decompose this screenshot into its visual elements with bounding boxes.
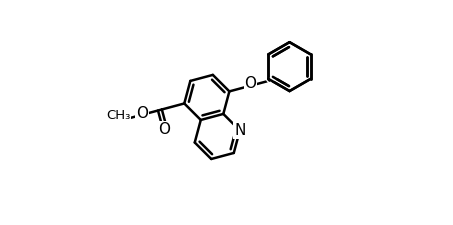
Text: N: N	[234, 123, 246, 138]
Text: CH₃: CH₃	[106, 109, 130, 122]
Text: O: O	[245, 76, 256, 91]
Text: O: O	[136, 106, 148, 121]
Text: O: O	[158, 122, 170, 137]
